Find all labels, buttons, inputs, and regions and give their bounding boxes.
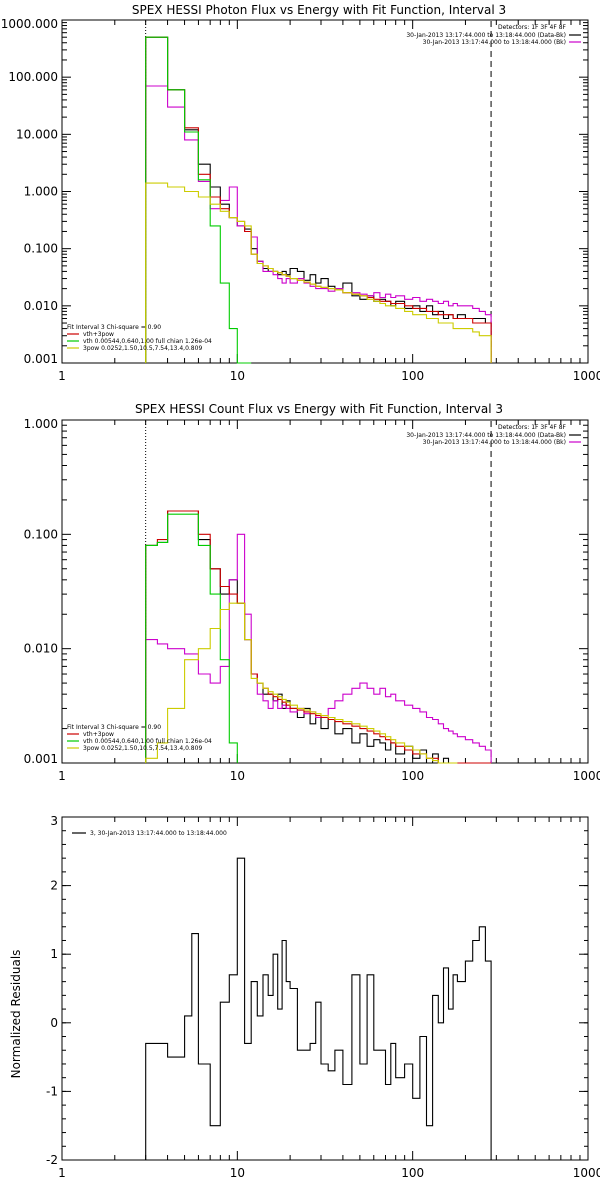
y-tick-label: 3 (50, 814, 58, 828)
x-tick-label: 10 (230, 1166, 245, 1180)
x-tick-label: 100 (401, 369, 424, 383)
y-tick-label: 1.000 (24, 417, 58, 431)
series-line (145, 510, 492, 764)
count-flux-panel: SPEX HESSI Count Flux vs Energy with Fit… (24, 402, 600, 783)
legend-header: Detectors: 1F 3F 4F 8F (498, 24, 567, 31)
legend-entry-label: 30-Jan-2013 13:17:44.000 to 13:18:44.000… (423, 439, 566, 446)
series-line (145, 533, 492, 763)
y-tick-label: 0.010 (24, 299, 58, 313)
x-tick-label: 1000 (573, 369, 600, 383)
legend-entry-label: vth+3pow (83, 731, 114, 738)
x-tick-label: 1 (58, 369, 66, 383)
y-tick-label: 0.001 (24, 752, 58, 766)
y-tick-label: -1 (46, 1084, 58, 1098)
photon-flux-title: SPEX HESSI Photon Flux vs Energy with Fi… (132, 3, 506, 17)
residuals-panel: Normalized Residuals 1 10 100 1000-2-10123 … (9, 814, 600, 1180)
legend-header: Fit Interval 3 Chi-square = 0.90 (67, 724, 161, 731)
x-tick-label: 1000 (573, 1166, 600, 1180)
y-tick-label: 0.010 (24, 642, 58, 656)
plot-frame (61, 419, 589, 764)
y-tick-label: 10.000 (16, 127, 58, 141)
photon-flux-panel: SPEX HESSI Photon Flux vs Energy with Fi… (1, 3, 600, 383)
count-flux-title: SPEX HESSI Count Flux vs Energy with Fit… (135, 402, 503, 416)
legend-entry-label: 3, 30-Jan-2013 13:17:44.000 to 13:18:44.… (90, 830, 227, 837)
series-line (145, 857, 492, 1160)
legend-entry-label: 30-Jan-2013 13:17:44.000 to 13:18:44.000… (406, 32, 566, 39)
y-tick-label: 1 (50, 947, 58, 961)
y-tick-label: 1.000 (24, 185, 58, 199)
x-tick-label: 10 (230, 369, 245, 383)
legend: 3, 30-Jan-2013 13:17:44.000 to 13:18:44.… (72, 830, 227, 837)
y-tick-label: 0.100 (24, 527, 58, 541)
x-tick-label: 1 (58, 769, 66, 783)
x-tick-label: 1 (58, 1166, 66, 1180)
plot-frame (61, 816, 589, 1161)
x-tick-label: 1000 (573, 769, 600, 783)
legend-entry-label: 3pow 0.0252,1.50,10.5,7.54,13.4,0.809 (83, 345, 202, 352)
legend-entry-label: 3pow 0.0252,1.50,10.5,7.54,13.4,0.809 (83, 745, 202, 752)
y-tick-label: 0.001 (24, 352, 58, 366)
legend-entry-label: vth 0.00544,0.640,1.00 full chian 1.26e-… (83, 738, 212, 745)
legend-header: Detectors: 1F 3F 4F 8F (498, 424, 567, 431)
series-line (145, 182, 492, 363)
series-line (145, 602, 458, 764)
y-tick-label: 0.100 (24, 242, 58, 256)
x-tick-label: 10 (230, 769, 245, 783)
x-tick-label: 100 (401, 1166, 424, 1180)
legend-header: Fit Interval 3 Chi-square = 0.90 (67, 324, 161, 331)
y-tick-label: 1000.000 (1, 17, 58, 31)
series-line (145, 513, 238, 763)
y-tick-label: 0 (50, 1016, 58, 1030)
y-tick-label: 2 (50, 879, 58, 893)
legend-entry-label: vth 0.00544,0.640,1.00 full chian 1.26e-… (83, 338, 212, 345)
legend-entry-label: vth+3pow (83, 331, 114, 338)
x-tick-label: 100 (401, 769, 424, 783)
legend-entry-label: 30-Jan-2013 13:17:44.000 to 13:18:44.000… (423, 39, 566, 46)
y-axis-label: Normalized Residuals (9, 950, 23, 1079)
y-tick-label: 100.000 (8, 70, 58, 84)
legend-entry-label: 30-Jan-2013 13:17:44.000 to 13:18:44.000… (406, 432, 566, 439)
y-tick-label: -2 (46, 1153, 58, 1167)
